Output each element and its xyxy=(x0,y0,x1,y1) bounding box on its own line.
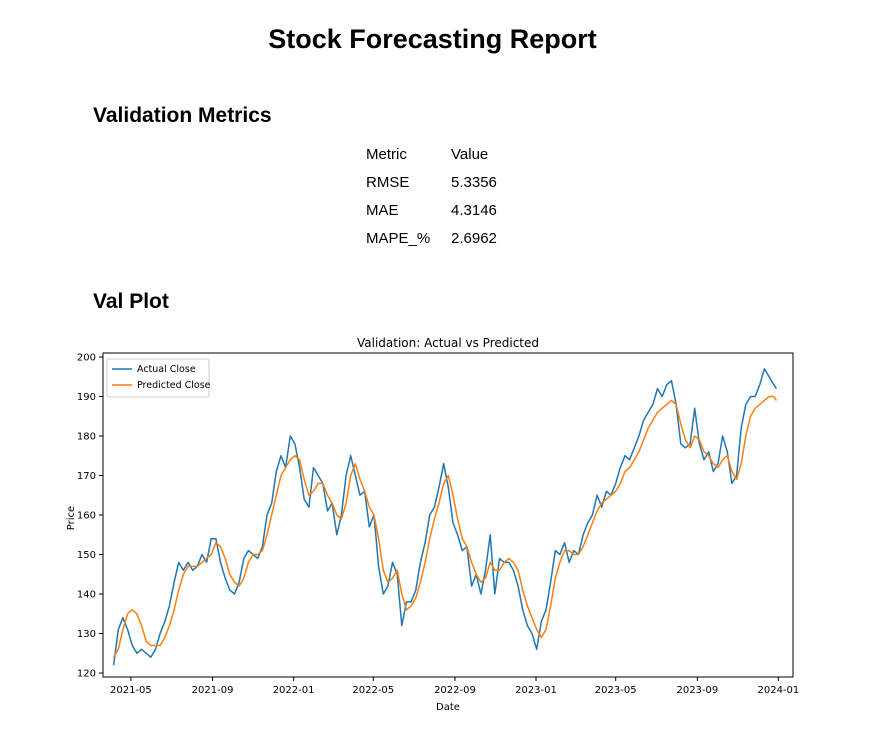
metric-column-header: Metric xyxy=(366,145,407,163)
x-tick-label: 2021-09 xyxy=(192,685,234,696)
x-tick-label: 2024-01 xyxy=(757,685,799,696)
series-layer xyxy=(112,368,778,666)
x-axis-label: Date xyxy=(436,702,460,713)
plot-frame xyxy=(102,352,794,678)
x-tick-label: 2023-09 xyxy=(676,685,718,696)
metrics-heading: Validation Metrics xyxy=(93,104,272,127)
value-column-header: Value xyxy=(451,145,489,163)
metric-name-cell: MAE xyxy=(366,201,399,219)
y-tick-label: 120 xyxy=(77,669,96,680)
table-header-row: Metric Value xyxy=(362,140,501,168)
plot-heading: Val Plot xyxy=(93,290,169,313)
x-tick-label: 2022-01 xyxy=(273,685,315,696)
table-row: MAE 4.3146 xyxy=(362,196,501,224)
x-tick-label: 2023-01 xyxy=(515,685,557,696)
y-tick-label: 130 xyxy=(77,629,96,640)
x-tick-label: 2021-05 xyxy=(110,685,152,696)
y-tick-label: 200 xyxy=(77,352,96,363)
chart-title: Validation: Actual vs Predicted xyxy=(357,336,539,350)
metric-value-cell: 2.6962 xyxy=(451,229,497,247)
legend-box xyxy=(106,358,210,398)
legend-label-actual: Actual Close xyxy=(137,364,196,375)
x-tick-label: 2022-09 xyxy=(434,685,476,696)
series-line-actual-close xyxy=(112,368,778,666)
y-tick-label: 150 xyxy=(77,550,96,561)
x-axis: 2021-05 2021-09 2022-01 2022-05 2022-09 2023-… xyxy=(110,677,799,696)
table-row: MAPE_% 2.6962 xyxy=(362,224,501,252)
y-tick-label: 190 xyxy=(77,392,96,403)
metric-name-cell: RMSE xyxy=(366,173,410,191)
chart-legend: Actual Close Predicted Close xyxy=(106,358,211,398)
y-tick-label: 170 xyxy=(77,471,96,482)
y-tick-label: 140 xyxy=(77,590,96,601)
metric-value-cell: 4.3146 xyxy=(451,201,497,219)
x-tick-label: 2023-05 xyxy=(595,685,637,696)
y-tick-label: 160 xyxy=(77,511,96,522)
metric-value-cell: 5.3356 xyxy=(451,173,497,191)
legend-label-predicted: Predicted Close xyxy=(137,380,211,391)
y-axis-label: Price xyxy=(66,506,77,530)
series-line-predicted-close xyxy=(112,395,778,658)
metrics-table: Metric Value RMSE 5.3356 MAE 4.3146 MAPE… xyxy=(362,140,501,252)
y-axis: 120 130 140 150 160 170 180 190 200 xyxy=(77,352,103,680)
validation-chart: Validation: Actual vs Predicted 120 130 14… xyxy=(66,336,799,713)
y-tick-label: 180 xyxy=(77,431,96,442)
table-row: RMSE 5.3356 xyxy=(362,168,501,196)
x-tick-label: 2022-05 xyxy=(352,685,394,696)
report-title: Stock Forecasting Report xyxy=(268,24,597,54)
metric-name-cell: MAPE_% xyxy=(366,229,431,247)
